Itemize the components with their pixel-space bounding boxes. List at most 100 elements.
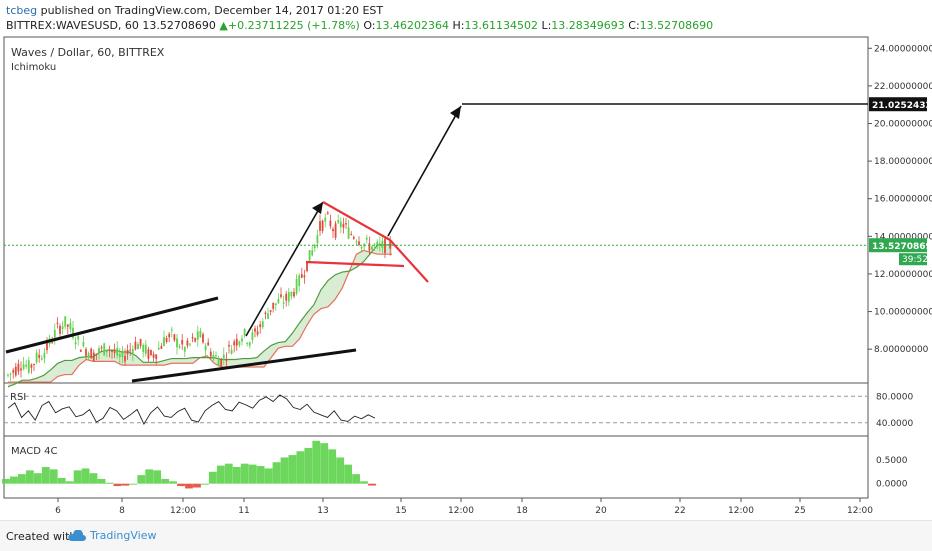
candle-body (129, 349, 132, 351)
candle-body (196, 331, 199, 340)
time-tick-label: 6 (55, 506, 61, 516)
candle-body (134, 341, 137, 350)
time-axis: 6 8 12:00 11 13 15 12:00 18 20 22 12:00 25 12:00 (55, 498, 873, 516)
candle-body (137, 344, 139, 350)
macd-bar (320, 443, 329, 484)
drawings[interactable] (4, 103, 868, 383)
candle-body (199, 331, 202, 338)
candle-body (204, 345, 207, 351)
candle-body (191, 337, 194, 339)
macd-tick-label: 0.0000 (876, 480, 908, 490)
macd-bar (25, 470, 34, 484)
candle-body (38, 354, 41, 358)
close-value: 13.52708690 (639, 19, 714, 32)
price-tick-label: 24.00000000 (874, 44, 932, 54)
open-value: 13.46202364 (375, 19, 449, 32)
macd-bar (368, 483, 376, 486)
close-label: C: (628, 19, 640, 32)
countdown-tag (899, 253, 927, 266)
candle-body (360, 246, 363, 249)
candle-body (350, 234, 353, 236)
candle-body (22, 364, 25, 370)
candle-body (87, 353, 90, 358)
candle-body (233, 341, 236, 346)
open-label: O: (363, 19, 376, 32)
macd-bar (232, 467, 241, 484)
candle-body (228, 345, 230, 347)
candles (7, 210, 392, 381)
candle-body (168, 333, 171, 338)
time-tick-label: 22 (674, 506, 685, 516)
candle-body (152, 354, 155, 358)
time-tick-label: 13 (317, 506, 328, 516)
candle-body (365, 237, 368, 240)
candle-body (165, 338, 168, 342)
candle-body (355, 241, 358, 243)
author-link[interactable]: tcbeg (6, 4, 38, 17)
rsi-line (7, 394, 376, 426)
price-pane-frame (3, 36, 869, 384)
candle-body (378, 243, 381, 246)
candle-body (56, 322, 59, 324)
candle-body (261, 321, 264, 328)
candle-body (124, 356, 126, 362)
macd-bar (336, 457, 345, 484)
candle-body (40, 358, 43, 360)
time-tick-label: 11 (238, 506, 249, 516)
candle-body (170, 329, 173, 331)
macd-bar (256, 466, 265, 484)
candle-body (329, 220, 332, 227)
publish-text: published on TradingView.com, December 1… (40, 4, 384, 17)
price-tick-label: 8.00000000 (874, 345, 929, 355)
candle-body (311, 250, 314, 256)
candle-body (381, 240, 384, 248)
candle-body (303, 275, 306, 278)
candle-body (384, 238, 386, 254)
candle-body (373, 244, 376, 246)
time-tick-label: 18 (516, 506, 528, 516)
time-tick-label: 12:00 (170, 506, 196, 516)
candle-body (248, 342, 251, 346)
candle-body (321, 220, 324, 231)
candle-body (212, 355, 215, 360)
upper-channel-line (5, 296, 219, 354)
candle-body (61, 326, 64, 329)
macd-label: MACD 4C (11, 446, 58, 457)
candle-body (82, 341, 85, 347)
low-value: 13.28349693 (551, 19, 625, 32)
macd-bar (65, 481, 74, 484)
candle-body (17, 363, 20, 372)
candle-body (111, 350, 113, 352)
candle-body (12, 370, 15, 373)
candle-body (7, 374, 9, 376)
macd-bar (33, 473, 42, 484)
candle-body (85, 349, 87, 356)
rsi-tick-label: 40.0000 (876, 419, 913, 429)
candle-body (300, 274, 303, 278)
candle-body (189, 343, 191, 345)
candle-body (376, 241, 379, 245)
rsi-axis: 80.0000 40.0000 (4, 392, 913, 429)
candle-body (277, 299, 280, 304)
tradingview-link[interactable]: TradingView (90, 529, 157, 542)
candle-body (194, 338, 197, 342)
candle-body (181, 339, 184, 345)
macd-bar (177, 483, 185, 487)
macd-bar (304, 447, 313, 484)
candle-body (217, 359, 220, 367)
macd-bar (121, 483, 130, 486)
candle-body (207, 342, 210, 346)
candle-body (243, 328, 246, 336)
macd-bar (89, 473, 98, 484)
candle-body (259, 324, 262, 328)
candle-body (105, 350, 108, 353)
symbol-text: BITTREX:WAVESUSD, 60 (6, 19, 139, 32)
candle-body (9, 373, 12, 375)
price-axis: 24.00000000 22.00000000 20.00000000 18.0000… (868, 44, 932, 355)
candle-body (339, 221, 342, 227)
macd-tick-label: 0.5000 (876, 456, 908, 466)
price-tick-label: 14.00000000 (874, 232, 932, 242)
candle-body (183, 347, 186, 352)
macd-bar (113, 483, 122, 487)
